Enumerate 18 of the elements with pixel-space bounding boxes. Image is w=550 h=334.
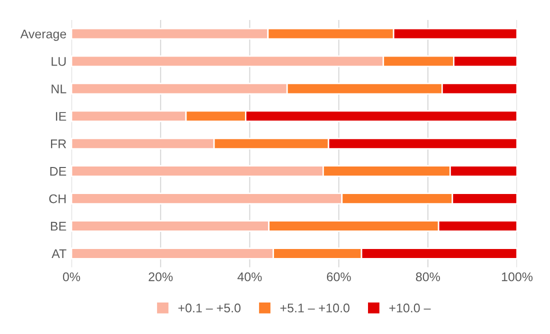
y-tick-label: CH [49,194,66,204]
x-tick-label: 80% [416,272,440,282]
y-tick-label: AT [52,249,66,258]
y-tick-label: NL [52,84,66,94]
y-tick-label: DE [50,167,66,176]
legend-label: +10.0 – [389,304,431,312]
y-tick-label: IE [56,112,66,121]
x-tick-label: 20% [148,272,173,282]
x-tick-label: 0% [62,272,80,282]
y-tick-label: Average [20,30,66,41]
y-tick-label: BE [50,222,66,231]
x-tick-label: 100% [502,272,533,282]
x-tick-label: 40% [237,272,262,282]
legend-label: +0.1 – +5.0 [178,304,241,312]
y-tick-label: FR [51,140,66,148]
legend-label: +5.1 – +10.0 [280,304,350,312]
x-tick-label: 60% [326,272,351,282]
y-tick-label: LU [52,57,66,66]
